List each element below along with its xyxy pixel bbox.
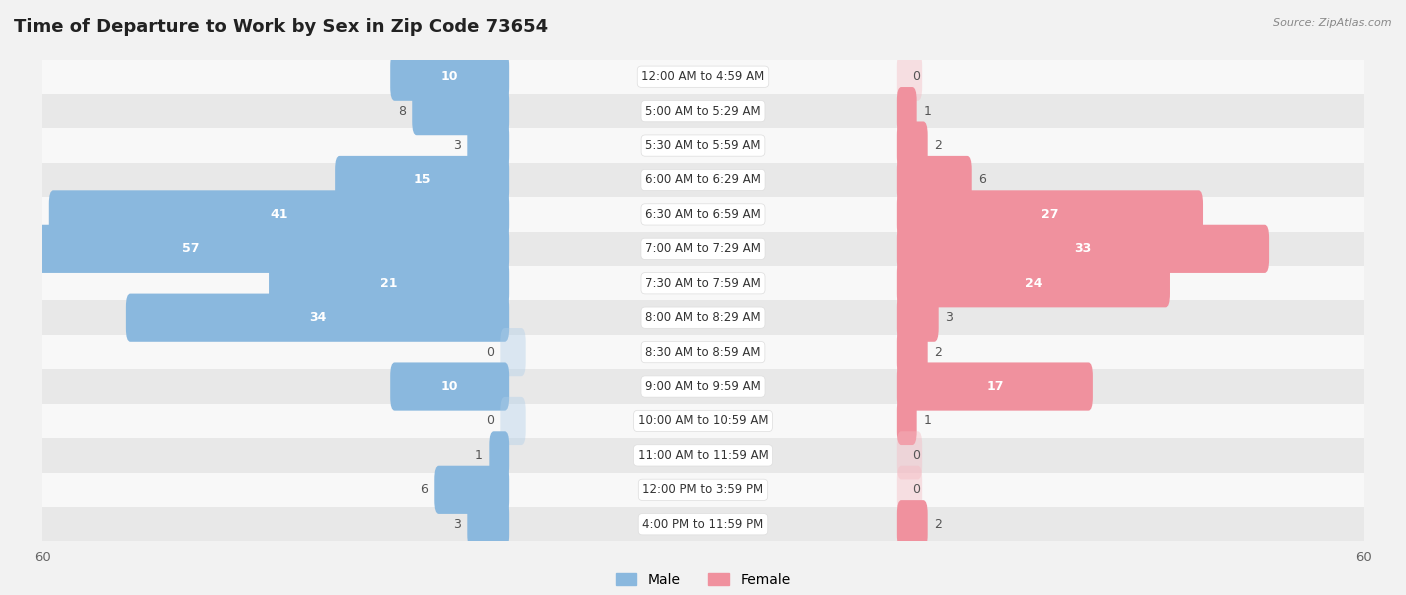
Text: 10: 10: [441, 70, 458, 83]
FancyBboxPatch shape: [391, 52, 509, 101]
Text: 1: 1: [924, 415, 931, 427]
Text: 5:30 AM to 5:59 AM: 5:30 AM to 5:59 AM: [645, 139, 761, 152]
Text: 34: 34: [309, 311, 326, 324]
Text: 0: 0: [485, 415, 494, 427]
Text: 11:00 AM to 11:59 AM: 11:00 AM to 11:59 AM: [638, 449, 768, 462]
Bar: [42, 369, 1364, 404]
Text: 12:00 AM to 4:59 AM: 12:00 AM to 4:59 AM: [641, 70, 765, 83]
FancyBboxPatch shape: [467, 121, 509, 170]
FancyBboxPatch shape: [897, 293, 939, 342]
FancyBboxPatch shape: [897, 328, 928, 376]
Bar: [42, 507, 1364, 541]
Bar: [42, 163, 1364, 197]
FancyBboxPatch shape: [897, 466, 922, 514]
FancyBboxPatch shape: [489, 431, 509, 480]
FancyBboxPatch shape: [897, 190, 1204, 239]
Text: 10:00 AM to 10:59 AM: 10:00 AM to 10:59 AM: [638, 415, 768, 427]
Text: 2: 2: [934, 518, 942, 531]
FancyBboxPatch shape: [897, 431, 922, 480]
Text: 24: 24: [1025, 277, 1042, 290]
Text: 0: 0: [912, 483, 921, 496]
FancyBboxPatch shape: [269, 259, 509, 308]
FancyBboxPatch shape: [391, 362, 509, 411]
Text: 8:30 AM to 8:59 AM: 8:30 AM to 8:59 AM: [645, 346, 761, 359]
Text: 6: 6: [979, 174, 986, 186]
Text: 17: 17: [986, 380, 1004, 393]
Text: 8:00 AM to 8:29 AM: 8:00 AM to 8:29 AM: [645, 311, 761, 324]
Text: 0: 0: [912, 449, 921, 462]
Text: 8: 8: [398, 105, 405, 118]
Text: 12:00 PM to 3:59 PM: 12:00 PM to 3:59 PM: [643, 483, 763, 496]
Text: 6:30 AM to 6:59 AM: 6:30 AM to 6:59 AM: [645, 208, 761, 221]
Bar: [42, 472, 1364, 507]
FancyBboxPatch shape: [467, 500, 509, 549]
Text: 57: 57: [183, 242, 200, 255]
Text: 21: 21: [381, 277, 398, 290]
Bar: [42, 60, 1364, 94]
FancyBboxPatch shape: [434, 466, 509, 514]
Bar: [42, 438, 1364, 472]
FancyBboxPatch shape: [897, 500, 928, 549]
Text: 5:00 AM to 5:29 AM: 5:00 AM to 5:29 AM: [645, 105, 761, 118]
FancyBboxPatch shape: [897, 87, 917, 135]
Bar: [42, 129, 1364, 163]
Text: 9:00 AM to 9:59 AM: 9:00 AM to 9:59 AM: [645, 380, 761, 393]
Text: 3: 3: [453, 518, 461, 531]
FancyBboxPatch shape: [897, 362, 1092, 411]
FancyBboxPatch shape: [412, 87, 509, 135]
Text: 1: 1: [924, 105, 931, 118]
FancyBboxPatch shape: [335, 156, 509, 204]
Bar: [42, 266, 1364, 300]
Text: 1: 1: [475, 449, 482, 462]
Bar: [42, 300, 1364, 335]
Text: 3: 3: [453, 139, 461, 152]
FancyBboxPatch shape: [897, 397, 917, 445]
Text: Time of Departure to Work by Sex in Zip Code 73654: Time of Departure to Work by Sex in Zip …: [14, 18, 548, 36]
Text: 15: 15: [413, 174, 430, 186]
FancyBboxPatch shape: [501, 397, 526, 445]
Text: 3: 3: [945, 311, 953, 324]
Bar: [42, 197, 1364, 231]
Text: 0: 0: [912, 70, 921, 83]
FancyBboxPatch shape: [49, 190, 509, 239]
Bar: [42, 335, 1364, 369]
Text: 33: 33: [1074, 242, 1091, 255]
Bar: [42, 94, 1364, 129]
FancyBboxPatch shape: [897, 52, 922, 101]
Text: 7:00 AM to 7:29 AM: 7:00 AM to 7:29 AM: [645, 242, 761, 255]
Legend: Male, Female: Male, Female: [610, 567, 796, 593]
Bar: [42, 404, 1364, 438]
Text: 7:30 AM to 7:59 AM: 7:30 AM to 7:59 AM: [645, 277, 761, 290]
Text: 10: 10: [441, 380, 458, 393]
FancyBboxPatch shape: [0, 225, 509, 273]
Text: 2: 2: [934, 346, 942, 359]
FancyBboxPatch shape: [127, 293, 509, 342]
Text: 6: 6: [420, 483, 427, 496]
FancyBboxPatch shape: [897, 225, 1270, 273]
Text: 2: 2: [934, 139, 942, 152]
Bar: [42, 231, 1364, 266]
FancyBboxPatch shape: [897, 156, 972, 204]
Text: 4:00 PM to 11:59 PM: 4:00 PM to 11:59 PM: [643, 518, 763, 531]
Text: 6:00 AM to 6:29 AM: 6:00 AM to 6:29 AM: [645, 174, 761, 186]
Text: 41: 41: [270, 208, 288, 221]
Text: Source: ZipAtlas.com: Source: ZipAtlas.com: [1274, 18, 1392, 28]
FancyBboxPatch shape: [897, 121, 928, 170]
Text: 0: 0: [485, 346, 494, 359]
FancyBboxPatch shape: [897, 259, 1170, 308]
FancyBboxPatch shape: [501, 328, 526, 376]
Text: 27: 27: [1042, 208, 1059, 221]
